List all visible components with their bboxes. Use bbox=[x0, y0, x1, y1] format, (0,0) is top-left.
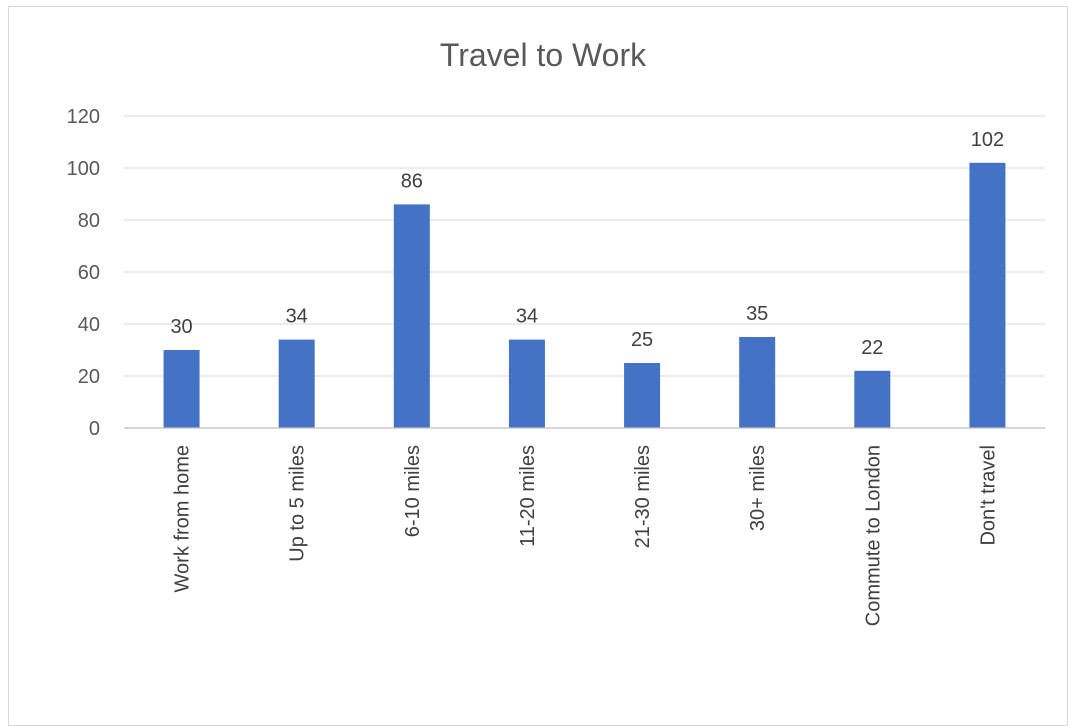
data-label: 102 bbox=[971, 129, 1004, 151]
y-tick-label: 100 bbox=[67, 158, 100, 180]
category-labels: Work from home Up to 5 miles 6-10 miles 11-… bbox=[172, 445, 1000, 626]
bar bbox=[163, 350, 200, 428]
bar bbox=[624, 363, 661, 428]
category-label: Don't travel bbox=[977, 445, 999, 546]
category-label: Up to 5 miles bbox=[287, 445, 309, 562]
y-tick-label: 20 bbox=[78, 366, 100, 388]
data-label: 25 bbox=[631, 329, 653, 351]
data-label: 22 bbox=[861, 337, 883, 359]
data-label: 30 bbox=[170, 316, 192, 338]
chart-title: Travel to Work bbox=[440, 37, 647, 73]
data-label: 34 bbox=[286, 306, 308, 328]
data-label: 86 bbox=[401, 170, 423, 192]
data-label: 34 bbox=[516, 306, 538, 328]
bar bbox=[969, 162, 1006, 429]
y-axis-ticks: 0 20 40 60 80 100 120 bbox=[67, 106, 100, 440]
category-label: 6-10 miles bbox=[402, 445, 424, 537]
y-tick-label: 0 bbox=[89, 418, 100, 440]
data-label: 35 bbox=[746, 303, 768, 325]
y-tick-label: 40 bbox=[78, 314, 100, 336]
y-tick-label: 60 bbox=[78, 262, 100, 284]
category-label: 21-30 miles bbox=[632, 445, 654, 548]
y-tick-label: 80 bbox=[78, 210, 100, 232]
bar bbox=[739, 337, 776, 428]
category-label: Commute to London bbox=[862, 445, 884, 626]
bar bbox=[508, 339, 545, 428]
bars bbox=[163, 162, 1006, 429]
category-label: 30+ miles bbox=[747, 445, 769, 531]
y-tick-label: 120 bbox=[67, 106, 100, 128]
bar bbox=[393, 204, 430, 428]
bar bbox=[278, 339, 315, 428]
gridlines bbox=[124, 115, 1045, 377]
data-labels: 30 34 86 34 25 35 22 102 bbox=[170, 129, 1004, 359]
category-label: Work from home bbox=[172, 445, 194, 592]
bar bbox=[854, 370, 891, 428]
category-label: 11-20 miles bbox=[517, 445, 539, 547]
